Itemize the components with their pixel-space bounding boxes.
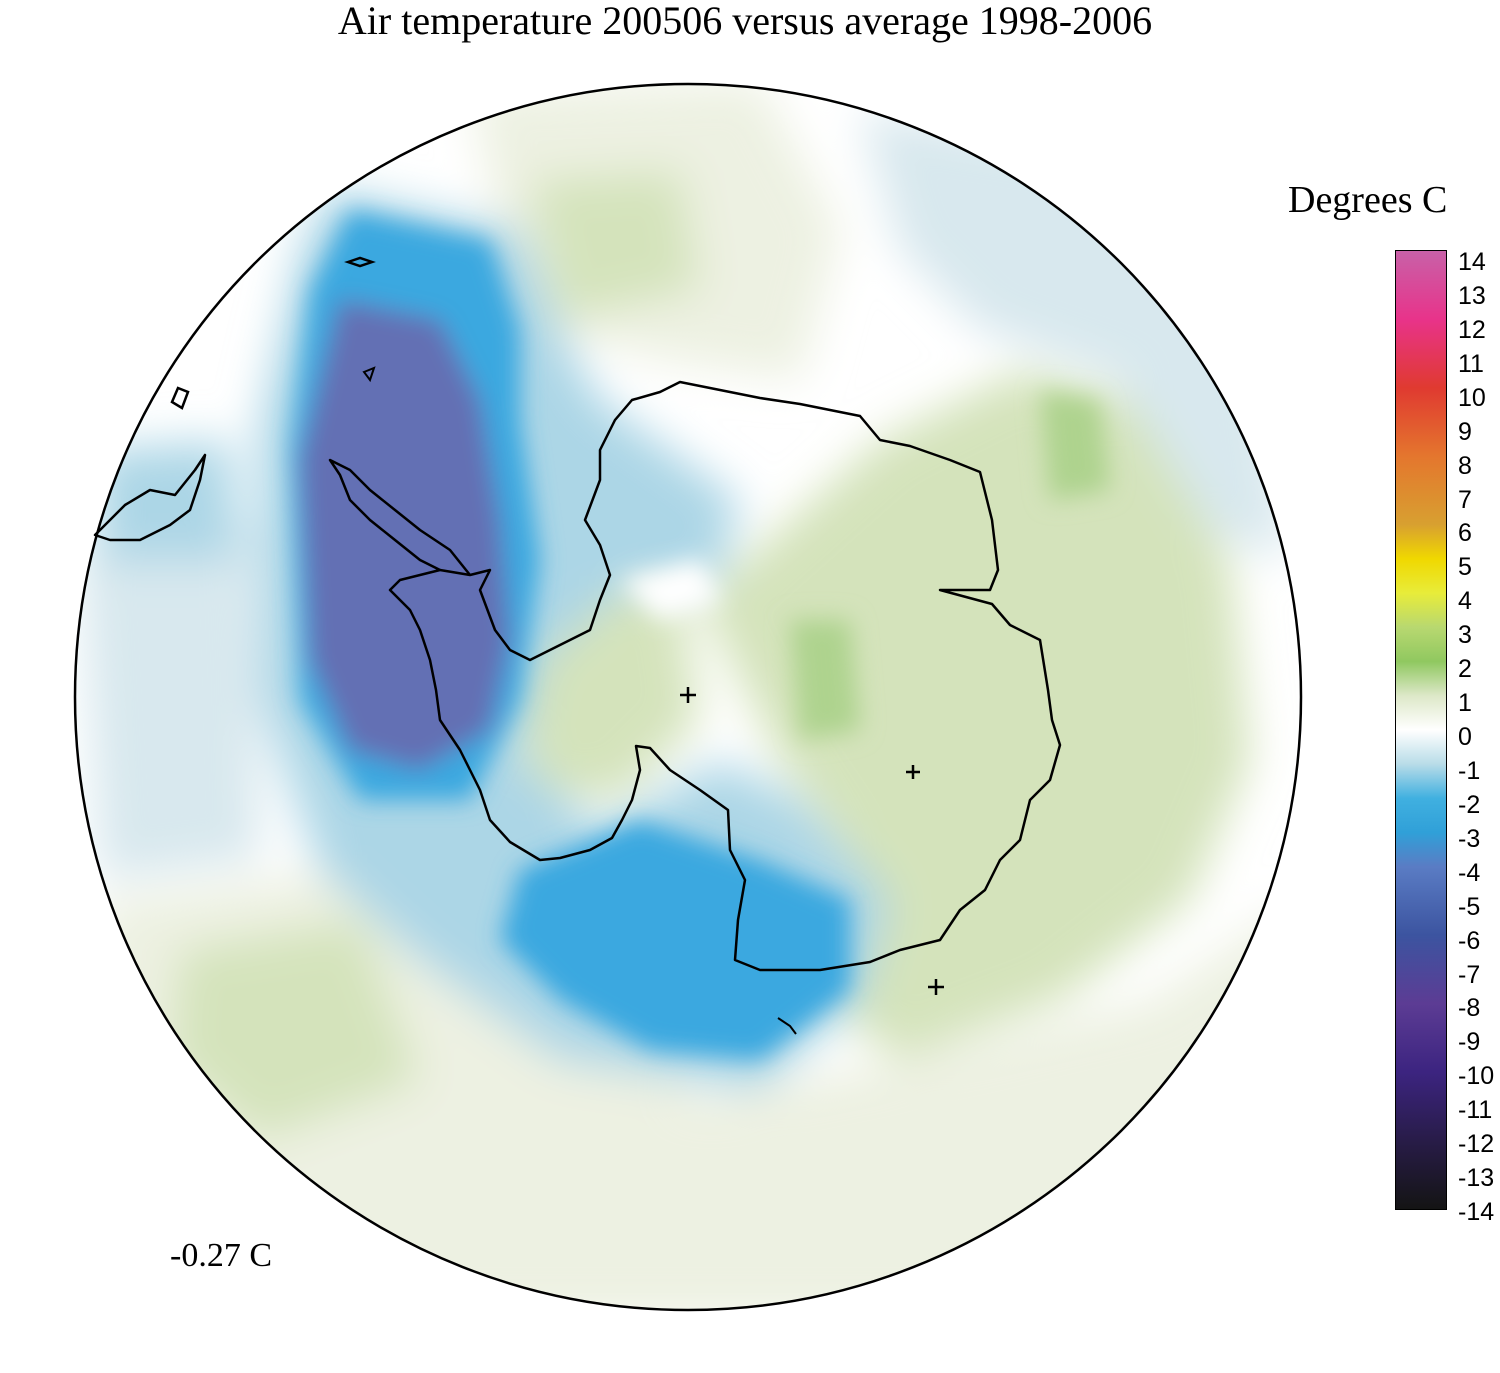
warm-light-region-southwest [170,920,420,1140]
color-scale-tick: -3 [1458,824,1481,853]
color-scale-tick: -2 [1458,790,1481,819]
south-america-coastline [93,453,207,542]
color-scale-tick: 5 [1458,553,1472,582]
color-scale-tick: -14 [1458,1198,1495,1226]
color-scale-tick: -10 [1458,1062,1495,1091]
cold-light-region-west [95,440,240,560]
island-ne [362,366,376,383]
color-scale-tick: 11 [1458,349,1484,378]
color-scale-tick: 2 [1458,655,1472,684]
cold-strong-region [300,300,510,770]
cool-faint-region-northeast [860,110,1290,560]
color-scale-tick: 7 [1458,485,1472,514]
color-scale-tick: 3 [1458,621,1472,650]
color-scale-tick: 13 [1458,281,1486,310]
antarctica-coastline [388,380,1062,972]
cold-mid-region-south [500,820,850,1060]
legend-title: Degrees C [1288,179,1448,221]
color-scale-tick: 12 [1458,315,1486,344]
color-scale-bar [1395,250,1447,1210]
warm-faint-region-south [80,870,1301,1310]
temperature-field [75,84,1301,1310]
warm-light-region-east [700,370,1250,1060]
color-scale-tick: -11 [1458,1096,1493,1125]
color-scale-tick: -12 [1458,1130,1495,1159]
color-scale-tick: -9 [1458,1028,1481,1057]
warm-mid-region-center [790,620,860,740]
cool-faint-region-west [80,520,260,880]
color-scale-tick: -7 [1458,960,1481,989]
mean-anomaly-label: -0.27 C [170,1237,272,1274]
color-scale-tick: -5 [1458,892,1481,921]
color-scale-tick: 1 [1458,689,1472,718]
warm-mid-region-east [1040,390,1110,500]
station-marker-east [906,765,920,779]
zero-contour-band [620,560,720,620]
color-scale-tick: -6 [1458,926,1481,955]
color-scale-tick: -1 [1458,756,1481,785]
color-scale-tick: 6 [1458,519,1472,548]
island-west [170,386,190,410]
color-scale-tick: 9 [1458,417,1472,446]
map-title: Air temperature 200506 versus average 19… [337,0,1153,43]
pole-marker [680,687,696,703]
antarctic-peninsula-coastline [328,458,471,576]
color-scale-tick: 0 [1458,723,1472,751]
color-scale-tick: 10 [1458,383,1486,412]
warm-light-region-north [530,170,700,320]
color-scale-tick: 4 [1458,587,1472,616]
color-scale-tick: -4 [1458,858,1481,887]
color-scale-tick: -13 [1458,1164,1495,1193]
island-north [344,256,376,268]
map-boundary [73,82,1303,1312]
station-marker-south [928,979,944,995]
color-scale-tick: 8 [1458,451,1472,480]
island-south [777,1017,797,1035]
color-scale-tick: 14 [1458,248,1486,276]
color-scale-tick: -8 [1458,994,1481,1023]
